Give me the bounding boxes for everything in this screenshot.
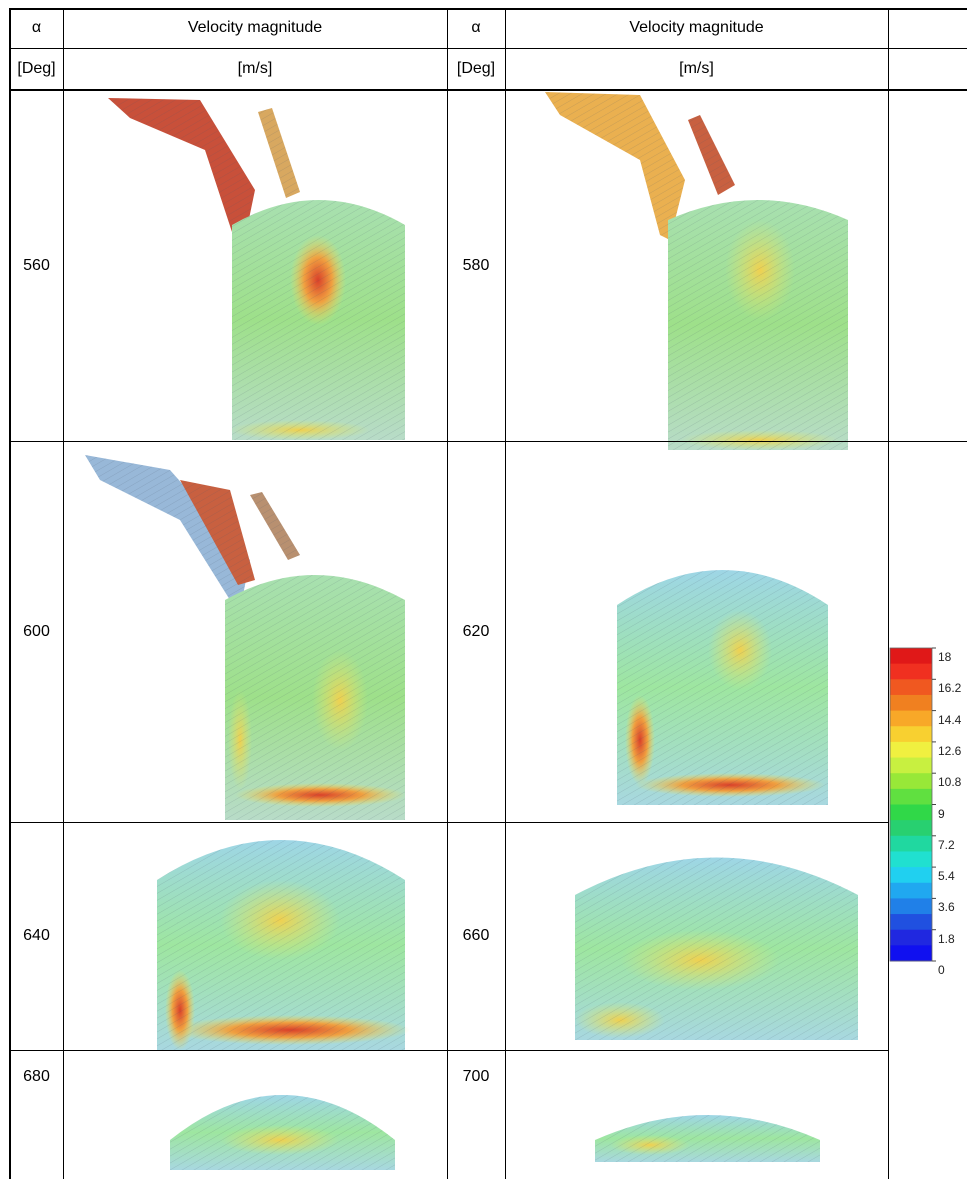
colorbar-band bbox=[890, 836, 932, 852]
vectors bbox=[595, 1115, 820, 1162]
vectors bbox=[232, 200, 405, 440]
colorbar-label: 16.2 bbox=[938, 682, 961, 694]
crank-angle: 580 bbox=[447, 256, 505, 276]
column-unit: [Deg] bbox=[10, 59, 63, 79]
colorbar-band bbox=[890, 726, 932, 742]
vectors bbox=[157, 840, 405, 1050]
crank-angle: 680 bbox=[10, 1067, 63, 1087]
velocity-field bbox=[575, 858, 858, 1041]
table-border bbox=[888, 8, 889, 1179]
colorbar-band bbox=[890, 820, 932, 836]
vectors bbox=[250, 492, 300, 560]
column-header: α bbox=[447, 18, 505, 38]
colorbar-band bbox=[890, 742, 932, 758]
vectors bbox=[225, 575, 405, 820]
velocity-field bbox=[617, 570, 828, 805]
colorbar-label: 3.6 bbox=[938, 901, 955, 913]
vectors bbox=[108, 98, 255, 238]
column-header: Velocity magnitude bbox=[505, 18, 888, 38]
table-border bbox=[10, 8, 967, 10]
table-border bbox=[10, 441, 967, 442]
colorbar-band bbox=[890, 883, 932, 899]
colorbar-band bbox=[890, 898, 932, 914]
colorbar-label: 14.4 bbox=[938, 714, 961, 726]
colorbar-band bbox=[890, 867, 932, 883]
colorbar-band bbox=[890, 758, 932, 774]
velocity-field bbox=[595, 1115, 820, 1162]
column-unit: [m/s] bbox=[505, 59, 888, 79]
table-border bbox=[10, 822, 888, 823]
crank-angle: 640 bbox=[10, 926, 63, 946]
vectors bbox=[668, 200, 848, 450]
colorbar-label: 9 bbox=[938, 808, 945, 820]
column-header: α bbox=[10, 18, 63, 38]
column-unit: [Deg] bbox=[447, 59, 505, 79]
vectors bbox=[617, 570, 828, 805]
velocity-field bbox=[230, 200, 405, 440]
colorbar-band bbox=[890, 805, 932, 821]
colorbar-band bbox=[890, 789, 932, 805]
crank-angle: 700 bbox=[447, 1067, 505, 1087]
colorbar-label: 5.4 bbox=[938, 870, 955, 882]
colorbar-band bbox=[890, 648, 932, 664]
colorbar-label: 18 bbox=[938, 651, 951, 663]
colorbar-label: 0 bbox=[938, 964, 945, 976]
vectors bbox=[170, 1095, 395, 1170]
colorbar-label: 7.2 bbox=[938, 839, 955, 851]
velocity-field bbox=[225, 575, 405, 820]
colorbar-band bbox=[890, 773, 932, 789]
colorbar-band bbox=[890, 851, 932, 867]
table-border bbox=[63, 8, 64, 1179]
velocity-field bbox=[170, 1095, 395, 1170]
crank-angle: 620 bbox=[447, 622, 505, 642]
colorbar-label: 10.8 bbox=[938, 776, 961, 788]
table-border bbox=[9, 8, 11, 1179]
colorbar-band bbox=[890, 679, 932, 695]
table-border bbox=[10, 48, 967, 49]
colorbar-band bbox=[890, 914, 932, 930]
colorbar-band bbox=[890, 695, 932, 711]
vectors bbox=[575, 858, 858, 1041]
colorbar-label: 1.8 bbox=[938, 933, 955, 945]
table-border bbox=[10, 89, 967, 91]
colorbar-label: 12.6 bbox=[938, 745, 961, 757]
crank-angle: 660 bbox=[447, 926, 505, 946]
colorbar-band bbox=[890, 930, 932, 946]
colorbar-band bbox=[890, 711, 932, 727]
vectors bbox=[688, 115, 735, 195]
colorbar-band bbox=[890, 945, 932, 961]
velocity-field bbox=[668, 200, 848, 450]
crank-angle: 600 bbox=[10, 622, 63, 642]
page: α [Deg] Velocity magnitude [m/s] α [Deg] Veloc… bbox=[0, 0, 967, 1179]
crank-angle: 560 bbox=[10, 256, 63, 276]
colorbar-band bbox=[890, 664, 932, 680]
flow-figures bbox=[0, 0, 967, 1179]
table-border bbox=[505, 8, 506, 1179]
vectors bbox=[258, 108, 300, 198]
vectors bbox=[545, 92, 685, 240]
table-border bbox=[10, 1050, 888, 1051]
table-border bbox=[447, 8, 448, 1179]
column-unit: [m/s] bbox=[63, 59, 447, 79]
column-header: Velocity magnitude bbox=[63, 18, 447, 38]
velocity-field bbox=[157, 840, 410, 1050]
